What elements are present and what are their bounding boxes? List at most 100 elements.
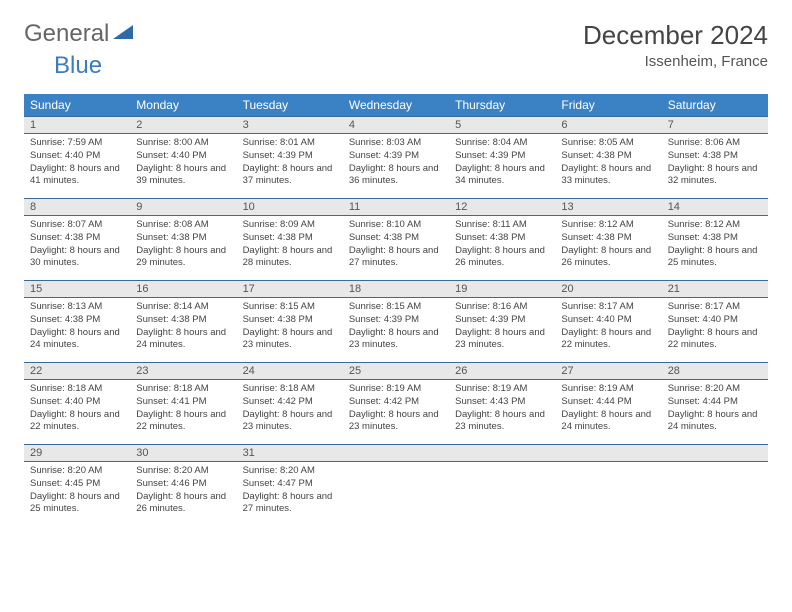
calendar-header-row: SundayMondayTuesdayWednesdayThursdayFrid…: [24, 94, 768, 116]
calendar-cell: 12Sunrise: 8:11 AMSunset: 4:38 PMDayligh…: [449, 198, 555, 280]
day-details: Sunrise: 8:14 AMSunset: 4:38 PMDaylight:…: [130, 298, 236, 356]
calendar-cell: [662, 444, 768, 526]
day-details: Sunrise: 8:20 AMSunset: 4:47 PMDaylight:…: [237, 462, 343, 520]
day-details: Sunrise: 8:16 AMSunset: 4:39 PMDaylight:…: [449, 298, 555, 356]
calendar-cell: 29Sunrise: 8:20 AMSunset: 4:45 PMDayligh…: [24, 444, 130, 526]
day-number: 7: [662, 116, 768, 134]
day-number: 12: [449, 198, 555, 216]
calendar-cell: [343, 444, 449, 526]
day-number: 17: [237, 280, 343, 298]
calendar-week: 29Sunrise: 8:20 AMSunset: 4:45 PMDayligh…: [24, 444, 768, 526]
day-number-empty: [343, 444, 449, 462]
day-details: Sunrise: 8:00 AMSunset: 4:40 PMDaylight:…: [130, 134, 236, 192]
calendar-cell: 9Sunrise: 8:08 AMSunset: 4:38 PMDaylight…: [130, 198, 236, 280]
calendar-cell: 17Sunrise: 8:15 AMSunset: 4:38 PMDayligh…: [237, 280, 343, 362]
day-details: Sunrise: 8:03 AMSunset: 4:39 PMDaylight:…: [343, 134, 449, 192]
day-number: 26: [449, 362, 555, 380]
day-number: 23: [130, 362, 236, 380]
day-details: Sunrise: 8:05 AMSunset: 4:38 PMDaylight:…: [555, 134, 661, 192]
day-number: 15: [24, 280, 130, 298]
day-number-empty: [555, 444, 661, 462]
logo: General: [24, 20, 137, 48]
day-number: 3: [237, 116, 343, 134]
day-details: Sunrise: 7:59 AMSunset: 4:40 PMDaylight:…: [24, 134, 130, 192]
calendar-cell: 10Sunrise: 8:09 AMSunset: 4:38 PMDayligh…: [237, 198, 343, 280]
day-number: 30: [130, 444, 236, 462]
calendar-cell: 20Sunrise: 8:17 AMSunset: 4:40 PMDayligh…: [555, 280, 661, 362]
day-number: 16: [130, 280, 236, 298]
calendar-week: 1Sunrise: 7:59 AMSunset: 4:40 PMDaylight…: [24, 116, 768, 198]
day-number: 28: [662, 362, 768, 380]
day-number: 20: [555, 280, 661, 298]
day-number: 14: [662, 198, 768, 216]
day-details: Sunrise: 8:04 AMSunset: 4:39 PMDaylight:…: [449, 134, 555, 192]
day-details: Sunrise: 8:10 AMSunset: 4:38 PMDaylight:…: [343, 216, 449, 274]
calendar-cell: 30Sunrise: 8:20 AMSunset: 4:46 PMDayligh…: [130, 444, 236, 526]
day-details: Sunrise: 8:18 AMSunset: 4:40 PMDaylight:…: [24, 380, 130, 438]
calendar-cell: 14Sunrise: 8:12 AMSunset: 4:38 PMDayligh…: [662, 198, 768, 280]
calendar-cell: 4Sunrise: 8:03 AMSunset: 4:39 PMDaylight…: [343, 116, 449, 198]
day-details: Sunrise: 8:20 AMSunset: 4:44 PMDaylight:…: [662, 380, 768, 438]
day-number-empty: [662, 444, 768, 462]
title-block: December 2024 Issenheim, France: [583, 20, 768, 70]
day-details: Sunrise: 8:12 AMSunset: 4:38 PMDaylight:…: [662, 216, 768, 274]
calendar-cell: 21Sunrise: 8:17 AMSunset: 4:40 PMDayligh…: [662, 280, 768, 362]
calendar-cell: 25Sunrise: 8:19 AMSunset: 4:42 PMDayligh…: [343, 362, 449, 444]
day-number: 27: [555, 362, 661, 380]
calendar-cell: 7Sunrise: 8:06 AMSunset: 4:38 PMDaylight…: [662, 116, 768, 198]
day-header: Saturday: [662, 94, 768, 116]
day-header: Thursday: [449, 94, 555, 116]
location: Issenheim, France: [583, 53, 768, 70]
day-number: 2: [130, 116, 236, 134]
day-number: 29: [24, 444, 130, 462]
day-header: Tuesday: [237, 94, 343, 116]
day-details: Sunrise: 8:07 AMSunset: 4:38 PMDaylight:…: [24, 216, 130, 274]
calendar-cell: 6Sunrise: 8:05 AMSunset: 4:38 PMDaylight…: [555, 116, 661, 198]
day-header: Friday: [555, 94, 661, 116]
day-header: Sunday: [24, 94, 130, 116]
day-details: Sunrise: 8:01 AMSunset: 4:39 PMDaylight:…: [237, 134, 343, 192]
calendar-cell: [449, 444, 555, 526]
calendar-cell: 5Sunrise: 8:04 AMSunset: 4:39 PMDaylight…: [449, 116, 555, 198]
calendar-cell: 22Sunrise: 8:18 AMSunset: 4:40 PMDayligh…: [24, 362, 130, 444]
month-title: December 2024: [583, 20, 768, 51]
calendar-cell: 1Sunrise: 7:59 AMSunset: 4:40 PMDaylight…: [24, 116, 130, 198]
day-number: 21: [662, 280, 768, 298]
calendar-table: SundayMondayTuesdayWednesdayThursdayFrid…: [24, 94, 768, 526]
calendar-cell: 2Sunrise: 8:00 AMSunset: 4:40 PMDaylight…: [130, 116, 236, 198]
day-header: Monday: [130, 94, 236, 116]
calendar-cell: 13Sunrise: 8:12 AMSunset: 4:38 PMDayligh…: [555, 198, 661, 280]
calendar-body: 1Sunrise: 7:59 AMSunset: 4:40 PMDaylight…: [24, 116, 768, 526]
day-details: Sunrise: 8:18 AMSunset: 4:42 PMDaylight:…: [237, 380, 343, 438]
day-number: 8: [24, 198, 130, 216]
calendar-cell: 8Sunrise: 8:07 AMSunset: 4:38 PMDaylight…: [24, 198, 130, 280]
day-details: Sunrise: 8:08 AMSunset: 4:38 PMDaylight:…: [130, 216, 236, 274]
day-details: Sunrise: 8:19 AMSunset: 4:42 PMDaylight:…: [343, 380, 449, 438]
day-number: 31: [237, 444, 343, 462]
day-details: Sunrise: 8:15 AMSunset: 4:39 PMDaylight:…: [343, 298, 449, 356]
calendar-cell: 31Sunrise: 8:20 AMSunset: 4:47 PMDayligh…: [237, 444, 343, 526]
day-details: Sunrise: 8:15 AMSunset: 4:38 PMDaylight:…: [237, 298, 343, 356]
calendar-cell: [555, 444, 661, 526]
day-number-empty: [449, 444, 555, 462]
day-number: 4: [343, 116, 449, 134]
logo-triangle-icon: [113, 20, 135, 48]
calendar-cell: 3Sunrise: 8:01 AMSunset: 4:39 PMDaylight…: [237, 116, 343, 198]
day-details: Sunrise: 8:20 AMSunset: 4:46 PMDaylight:…: [130, 462, 236, 520]
day-details: Sunrise: 8:20 AMSunset: 4:45 PMDaylight:…: [24, 462, 130, 520]
calendar-cell: 15Sunrise: 8:13 AMSunset: 4:38 PMDayligh…: [24, 280, 130, 362]
day-number: 10: [237, 198, 343, 216]
day-details: Sunrise: 8:09 AMSunset: 4:38 PMDaylight:…: [237, 216, 343, 274]
calendar-cell: 23Sunrise: 8:18 AMSunset: 4:41 PMDayligh…: [130, 362, 236, 444]
day-details: Sunrise: 8:17 AMSunset: 4:40 PMDaylight:…: [662, 298, 768, 356]
day-number: 19: [449, 280, 555, 298]
day-number: 11: [343, 198, 449, 216]
day-number: 6: [555, 116, 661, 134]
calendar-cell: 24Sunrise: 8:18 AMSunset: 4:42 PMDayligh…: [237, 362, 343, 444]
calendar-cell: 27Sunrise: 8:19 AMSunset: 4:44 PMDayligh…: [555, 362, 661, 444]
calendar-cell: 18Sunrise: 8:15 AMSunset: 4:39 PMDayligh…: [343, 280, 449, 362]
day-details: Sunrise: 8:13 AMSunset: 4:38 PMDaylight:…: [24, 298, 130, 356]
calendar-week: 15Sunrise: 8:13 AMSunset: 4:38 PMDayligh…: [24, 280, 768, 362]
day-details: Sunrise: 8:11 AMSunset: 4:38 PMDaylight:…: [449, 216, 555, 274]
day-number: 24: [237, 362, 343, 380]
